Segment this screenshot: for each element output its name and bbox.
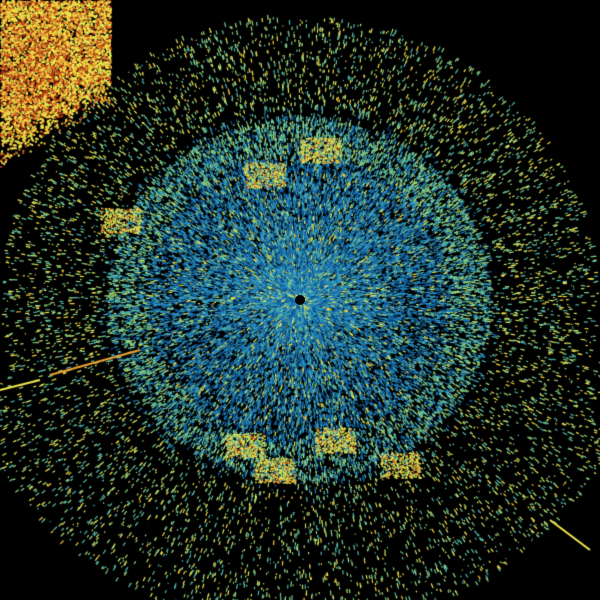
radar-site-marker bbox=[295, 295, 305, 305]
